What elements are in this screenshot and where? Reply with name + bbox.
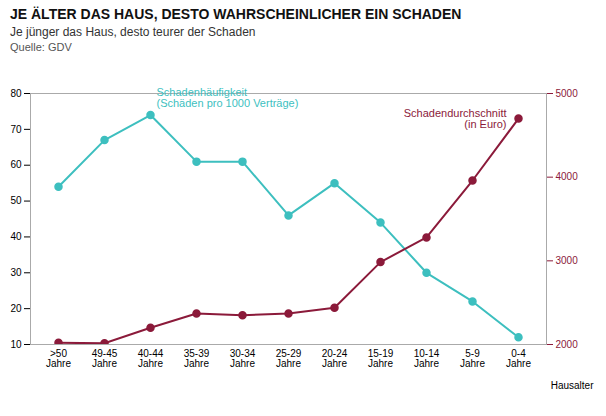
svg-text:40-44Jahre: 40-44Jahre <box>138 348 164 369</box>
svg-text:15-19Jahre: 15-19Jahre <box>368 348 394 369</box>
svg-text:60: 60 <box>10 159 22 170</box>
svg-text:10: 10 <box>10 339 22 350</box>
svg-text:Schadendurchschnitt(in Euro): Schadendurchschnitt(in Euro) <box>404 107 507 130</box>
svg-text:3000: 3000 <box>556 255 579 266</box>
svg-text:30-34Jahre: 30-34Jahre <box>230 348 256 369</box>
svg-text:Hausalter: Hausalter <box>551 380 594 391</box>
svg-text:5-9Jahre: 5-9Jahre <box>460 348 485 369</box>
svg-text:70: 70 <box>10 124 22 135</box>
svg-text:50: 50 <box>10 195 22 206</box>
svg-text:20: 20 <box>10 303 22 314</box>
svg-text:2000: 2000 <box>556 339 579 350</box>
svg-text:0-4Jahre: 0-4Jahre <box>506 348 531 369</box>
svg-text:Schadenhäufigkeit(Schäden pro: Schadenhäufigkeit(Schäden pro 1000 Vertr… <box>157 86 299 109</box>
svg-text:35-39Jahre: 35-39Jahre <box>184 348 210 369</box>
html-text:Je jünger das Haus, desto teur: Je jünger das Haus, desto teurer der Sch… <box>10 25 256 39</box>
html-text:Quelle: GDV: Quelle: GDV <box>10 41 72 53</box>
svg-text:>50Jahre: >50Jahre <box>46 348 71 369</box>
html-text:JE ÄLTER DAS HAUS, DESTO WAHRS: JE ÄLTER DAS HAUS, DESTO WAHRSCHEINLICHE… <box>10 6 462 22</box>
svg-text:5000: 5000 <box>556 88 579 99</box>
svg-text:30: 30 <box>10 267 22 278</box>
svg-text:49-45Jahre: 49-45Jahre <box>92 348 118 369</box>
svg-text:40: 40 <box>10 231 22 242</box>
svg-text:10-14Jahre: 10-14Jahre <box>414 348 440 369</box>
svg-text:25-29Jahre: 25-29Jahre <box>276 348 302 369</box>
svg-text:20-24Jahre: 20-24Jahre <box>322 348 348 369</box>
svg-text:4000: 4000 <box>556 171 579 182</box>
svg-text:80: 80 <box>10 88 22 99</box>
